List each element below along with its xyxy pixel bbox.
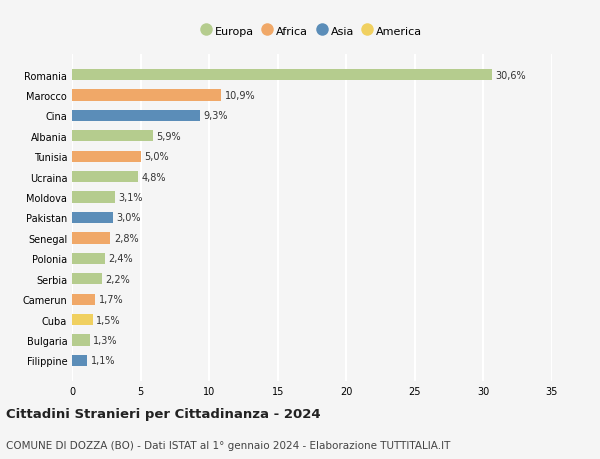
Bar [72,355,87,366]
Text: 2,2%: 2,2% [106,274,130,284]
Text: 3,0%: 3,0% [116,213,141,223]
Text: COMUNE DI DOZZA (BO) - Dati ISTAT al 1° gennaio 2024 - Elaborazione TUTTITALIA.I: COMUNE DI DOZZA (BO) - Dati ISTAT al 1° … [6,440,451,450]
Text: 3,1%: 3,1% [118,193,142,203]
Text: 5,0%: 5,0% [144,152,169,162]
Text: 1,5%: 1,5% [96,315,121,325]
Bar [72,172,138,183]
Bar [72,213,113,224]
Bar [72,70,491,81]
Bar [72,253,105,264]
Bar [72,314,92,325]
Text: 5,9%: 5,9% [157,132,181,141]
Bar [72,233,110,244]
Text: 2,4%: 2,4% [109,254,133,264]
Bar [72,274,102,285]
Text: 2,8%: 2,8% [114,233,139,243]
Text: Cittadini Stranieri per Cittadinanza - 2024: Cittadini Stranieri per Cittadinanza - 2… [6,407,320,420]
Bar [72,111,200,122]
Bar [72,192,115,203]
Bar [72,294,95,305]
Bar [72,131,153,142]
Bar [72,90,221,101]
Text: 1,1%: 1,1% [91,356,115,365]
Text: 30,6%: 30,6% [495,71,526,80]
Legend: Europa, Africa, Asia, America: Europa, Africa, Asia, America [197,22,427,41]
Bar [72,151,140,162]
Text: 9,3%: 9,3% [203,111,227,121]
Text: 4,8%: 4,8% [141,172,166,182]
Bar [72,335,90,346]
Text: 1,3%: 1,3% [93,335,118,345]
Text: 1,7%: 1,7% [99,295,124,304]
Text: 10,9%: 10,9% [225,91,256,101]
